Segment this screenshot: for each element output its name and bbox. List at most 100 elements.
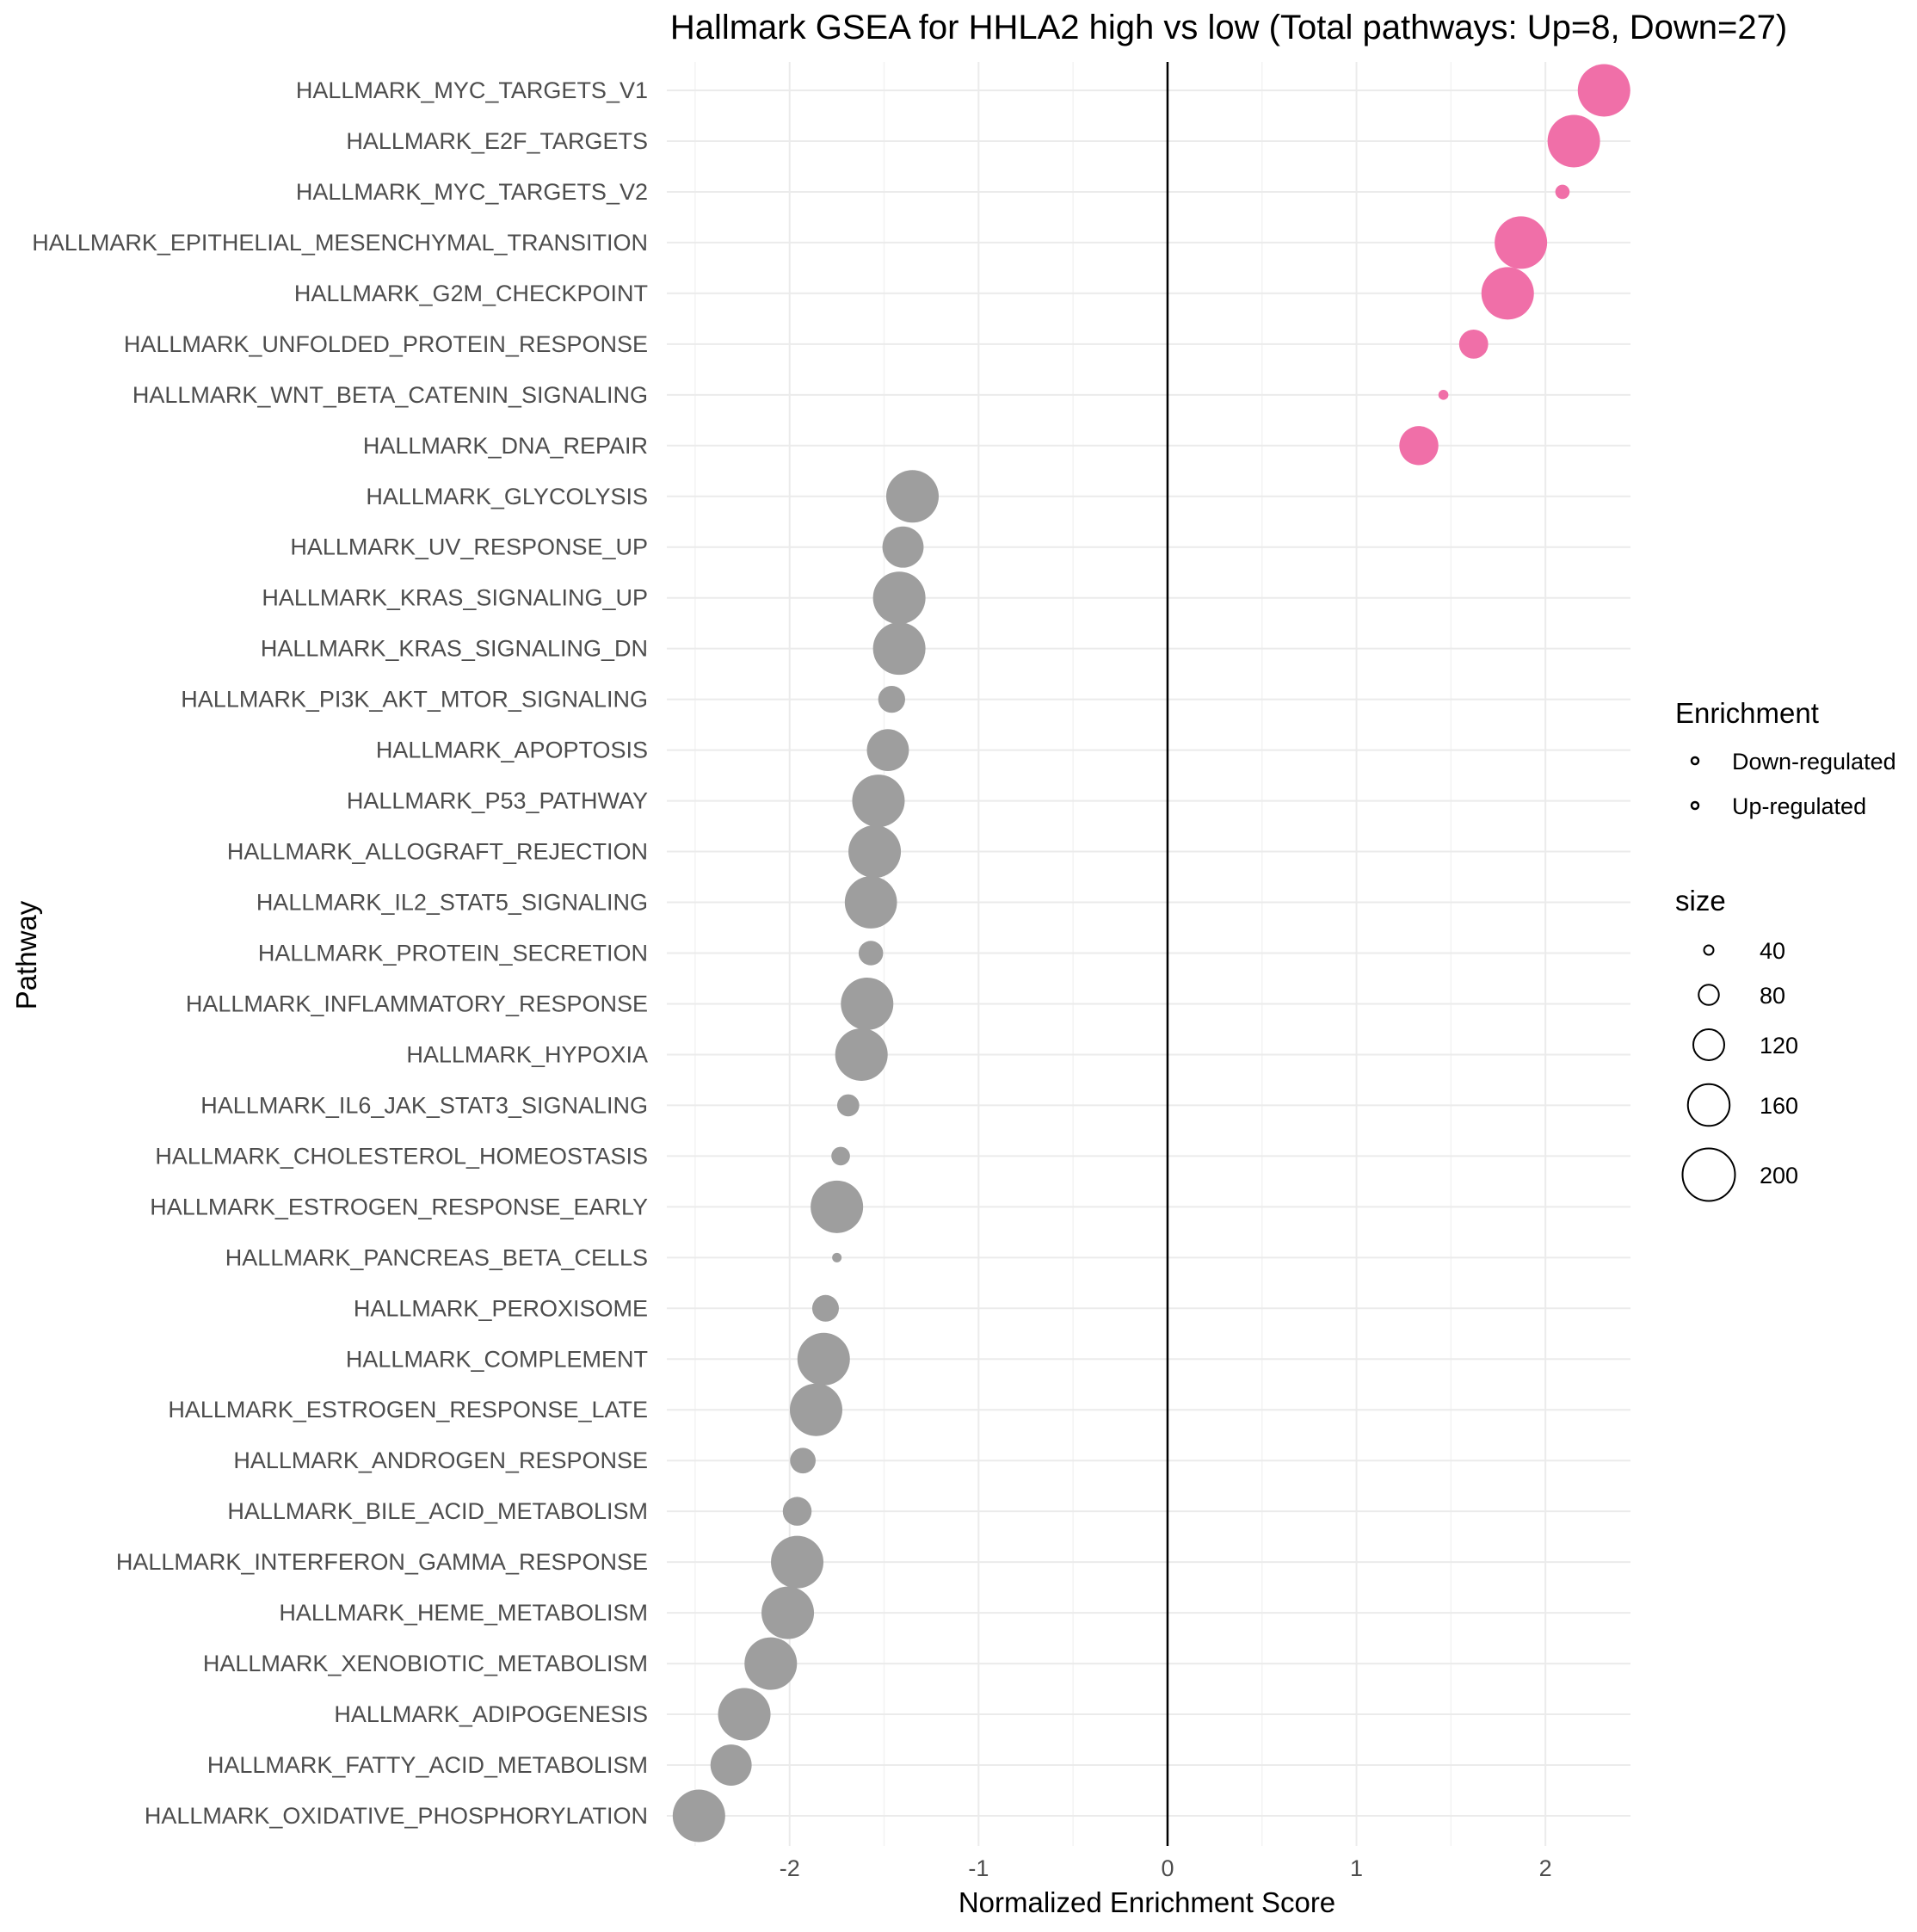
pathway-label: HALLMARK_KRAS_SIGNALING_DN: [261, 636, 648, 662]
pathway-point: [761, 1586, 815, 1639]
pathway-point: [866, 729, 909, 772]
pathway-label: HALLMARK_INFLAMMATORY_RESPONSE: [186, 991, 648, 1016]
x-tick-label: 2: [1539, 1855, 1552, 1881]
pathway-label: HALLMARK_PEROXISOME: [354, 1295, 648, 1321]
x-axis-title: Normalized Enrichment Score: [958, 1886, 1335, 1918]
grid-lines: [667, 62, 1630, 1846]
x-tick-label: 1: [1350, 1855, 1363, 1881]
pathway-point: [797, 1332, 850, 1386]
legend-size-entries: 40 80 120 160 200: [1681, 938, 1798, 1202]
legend-size-key: [1681, 1147, 1736, 1202]
legend-color-label: Down-regulated: [1732, 749, 1896, 775]
pathway-point: [882, 526, 924, 568]
pathway-label: HALLMARK_UNFOLDED_PROTEIN_RESPONSE: [124, 331, 648, 357]
legend-size-label: 40: [1760, 938, 1785, 964]
pathway-point: [1577, 64, 1630, 117]
data-points: [672, 64, 1630, 1842]
legend-color-entries: Down-regulated Up-regulated: [1690, 749, 1896, 819]
pathway-point: [771, 1535, 824, 1589]
pathway-point: [844, 876, 897, 929]
chart-title: Hallmark GSEA for HHLA2 high vs low (Tot…: [670, 9, 1787, 46]
legend: Enrichment Down-regulated Up-regulated si…: [1675, 697, 1896, 1202]
pathway-label: HALLMARK_IL2_STAT5_SIGNALING: [256, 890, 648, 916]
pathway-label: HALLMARK_ADIPOGENESIS: [334, 1701, 648, 1727]
pathway-point: [1495, 216, 1548, 269]
y-axis-labels: HALLMARK_MYC_TARGETS_V1 HALLMARK_E2F_TARG…: [32, 77, 648, 1829]
pathway-point: [872, 571, 926, 625]
legend-size-key: [1692, 1028, 1725, 1061]
pathway-label: HALLMARK_IL6_JAK_STAT3_SIGNALING: [200, 1092, 648, 1118]
legend-color-key: [1690, 756, 1700, 766]
pathway-label: HALLMARK_APOPTOSIS: [376, 738, 648, 763]
pathway-label: HALLMARK_GLYCOLYSIS: [366, 484, 648, 509]
pathway-point: [1481, 267, 1534, 320]
pathway-point: [848, 825, 902, 879]
pathway-point: [811, 1294, 839, 1322]
pathway-label: HALLMARK_CHOLESTEROL_HOMEOSTASIS: [155, 1143, 648, 1169]
x-axis-tick-labels: -2 -1 0 1 2: [780, 1855, 1552, 1881]
pathway-label: HALLMARK_HYPOXIA: [406, 1041, 648, 1067]
pathway-point: [672, 1789, 725, 1842]
pathway-point: [790, 1447, 816, 1474]
pathway-label: HALLMARK_DNA_REPAIR: [363, 433, 648, 459]
x-tick-label: -1: [968, 1855, 989, 1881]
pathway-label: HALLMARK_HEME_METABOLISM: [279, 1600, 648, 1626]
legend-size-label: 80: [1760, 983, 1785, 1009]
pathway-point: [852, 775, 905, 828]
y-axis-title: Pathway: [10, 900, 42, 1009]
pathway-point: [744, 1637, 798, 1690]
pathway-point: [872, 622, 926, 676]
pathway-point: [1438, 390, 1449, 400]
pathway-label: HALLMARK_WNT_BETA_CATENIN_SIGNALING: [133, 382, 648, 408]
pathway-label: HALLMARK_FATTY_ACID_METABOLISM: [207, 1752, 648, 1778]
pathway-point: [782, 1497, 812, 1526]
pathway-point: [1399, 426, 1439, 466]
pathway-label: HALLMARK_G2M_CHECKPOINT: [294, 281, 648, 306]
pathway-label: HALLMARK_BILE_ACID_METABOLISM: [227, 1498, 648, 1524]
legend-size-label: 160: [1760, 1093, 1798, 1119]
x-tick-label: -2: [780, 1855, 800, 1881]
legend-color-title: Enrichment: [1675, 697, 1819, 729]
pathway-point: [718, 1688, 771, 1741]
pathway-label: HALLMARK_E2F_TARGETS: [346, 128, 648, 154]
pathway-point: [811, 1180, 864, 1233]
legend-color-label: Up-regulated: [1732, 793, 1866, 819]
legend-size-title: size: [1675, 885, 1726, 917]
pathway-label: HALLMARK_ESTROGEN_RESPONSE_EARLY: [150, 1194, 648, 1219]
pathway-point: [1458, 329, 1489, 359]
pathway-label: HALLMARK_INTERFERON_GAMMA_RESPONSE: [116, 1549, 648, 1575]
x-tick-label: 0: [1161, 1855, 1174, 1881]
pathway-label: HALLMARK_PROTEIN_SECRETION: [258, 941, 648, 966]
legend-size-key: [1686, 1083, 1731, 1127]
pathway-label: HALLMARK_KRAS_SIGNALING_UP: [262, 585, 648, 611]
pathway-point: [1555, 184, 1570, 200]
pathway-label: HALLMARK_UV_RESPONSE_UP: [290, 534, 648, 560]
pathway-label: HALLMARK_MYC_TARGETS_V1: [296, 77, 648, 103]
pathway-label: HALLMARK_PANCREAS_BETA_CELLS: [225, 1244, 648, 1270]
pathway-label: HALLMARK_PI3K_AKT_MTOR_SIGNALING: [181, 687, 648, 713]
pathway-label: HALLMARK_ALLOGRAFT_REJECTION: [227, 839, 648, 865]
legend-size-key: [1703, 944, 1715, 956]
pathway-label: HALLMARK_P53_PATHWAY: [347, 788, 648, 814]
pathway-label: HALLMARK_OXIDATIVE_PHOSPHORYLATION: [145, 1803, 648, 1829]
legend-size-label: 200: [1760, 1163, 1798, 1188]
pathway-label: HALLMARK_ANDROGEN_RESPONSE: [233, 1447, 648, 1473]
pathway-label: HALLMARK_COMPLEMENT: [346, 1346, 648, 1372]
pathway-point: [831, 1146, 850, 1166]
pathway-point: [835, 1028, 888, 1081]
pathway-label: HALLMARK_ESTROGEN_RESPONSE_LATE: [168, 1397, 648, 1423]
pathway-point: [841, 977, 894, 1030]
pathway-label: HALLMARK_MYC_TARGETS_V2: [296, 179, 648, 205]
pathway-point: [1547, 114, 1600, 168]
pathway-point: [878, 685, 905, 713]
pathway-label: HALLMARK_EPITHELIAL_MESENCHYMAL_TRANSITI…: [32, 230, 648, 256]
pathway-point: [858, 941, 884, 966]
pathway-point: [885, 470, 939, 523]
legend-size-label: 120: [1760, 1033, 1798, 1059]
pathway-point: [789, 1383, 842, 1436]
legend-color-key: [1690, 800, 1700, 811]
pathway-point: [836, 1094, 860, 1117]
pathway-label: HALLMARK_XENOBIOTIC_METABOLISM: [203, 1651, 648, 1676]
